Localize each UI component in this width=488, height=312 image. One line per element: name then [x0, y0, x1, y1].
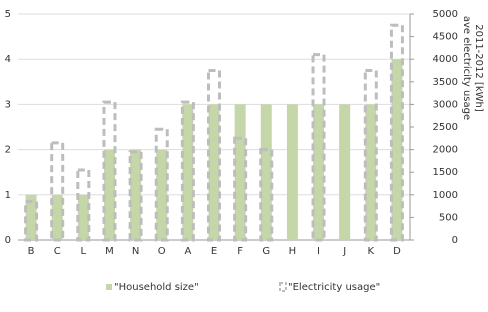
legend-swatch — [106, 284, 112, 290]
x-tick-label: C — [54, 246, 61, 257]
y2-tick-label: 0 — [452, 235, 458, 246]
x-tick-label: J — [342, 246, 346, 257]
y-tick-label: 2 — [5, 145, 11, 156]
x-tick-label: M — [105, 246, 114, 257]
bar — [389, 23, 404, 242]
bar — [25, 194, 37, 240]
x-tick-label: B — [28, 246, 35, 257]
bar — [313, 104, 325, 241]
bar — [260, 104, 272, 241]
y-tick-label: 0 — [5, 235, 11, 246]
bar — [208, 104, 220, 241]
y2-axis-label: 2011-2012 [kWh] — [473, 24, 484, 112]
bar — [391, 59, 403, 241]
x-tick-label: N — [132, 246, 139, 257]
y-tick-label: 5 — [5, 9, 11, 20]
bar — [180, 100, 195, 242]
y-tick-label: 3 — [5, 99, 11, 110]
y-tick-label: 4 — [5, 54, 11, 65]
y2-tick-label: 4500 — [433, 32, 458, 43]
x-tick-label: F — [237, 246, 243, 257]
bar — [24, 200, 39, 242]
bar — [182, 104, 194, 241]
y2-tick-label: 2500 — [433, 122, 458, 133]
bar — [234, 104, 246, 241]
x-tick-label: A — [184, 246, 191, 257]
x-tick-label: G — [262, 246, 270, 257]
bar — [339, 104, 351, 241]
bar — [363, 69, 378, 242]
x-tick-label: I — [317, 246, 320, 257]
bar — [51, 194, 63, 240]
bar — [259, 148, 274, 242]
x-tick-label: O — [158, 246, 166, 257]
y2-tick-label: 4000 — [433, 54, 458, 65]
y2-tick-label: 2000 — [433, 145, 458, 156]
y2-tick-label: 1000 — [433, 190, 458, 201]
y2-tick-label: 5000 — [433, 9, 458, 20]
bar — [156, 149, 168, 240]
y2-axis-label: ave electricity usage — [461, 16, 472, 120]
y2-tick-label: 1500 — [433, 167, 458, 178]
bar — [233, 136, 248, 242]
x-tick-label: E — [211, 246, 217, 257]
bar — [102, 100, 117, 242]
bar — [50, 141, 65, 242]
bar — [77, 194, 89, 240]
bar — [207, 69, 221, 242]
x-tick-label: H — [289, 246, 297, 257]
legend-label: "Electricity usage" — [288, 282, 380, 293]
bar — [103, 149, 115, 240]
y-tick-label: 1 — [5, 190, 11, 201]
legend-swatch — [279, 282, 287, 292]
legend-label: "Household size" — [114, 282, 199, 293]
x-tick-label: D — [393, 246, 401, 257]
y2-tick-label: 3500 — [433, 77, 458, 88]
bar — [154, 127, 169, 242]
bar — [286, 104, 298, 241]
bar — [76, 168, 91, 242]
bar — [130, 149, 142, 240]
bar — [365, 104, 377, 241]
y2-tick-label: 500 — [439, 212, 458, 223]
bar — [128, 150, 143, 242]
x-tick-label: K — [368, 246, 375, 257]
x-tick-label: L — [81, 246, 87, 257]
bar — [311, 53, 326, 242]
y2-tick-label: 3000 — [433, 99, 458, 110]
